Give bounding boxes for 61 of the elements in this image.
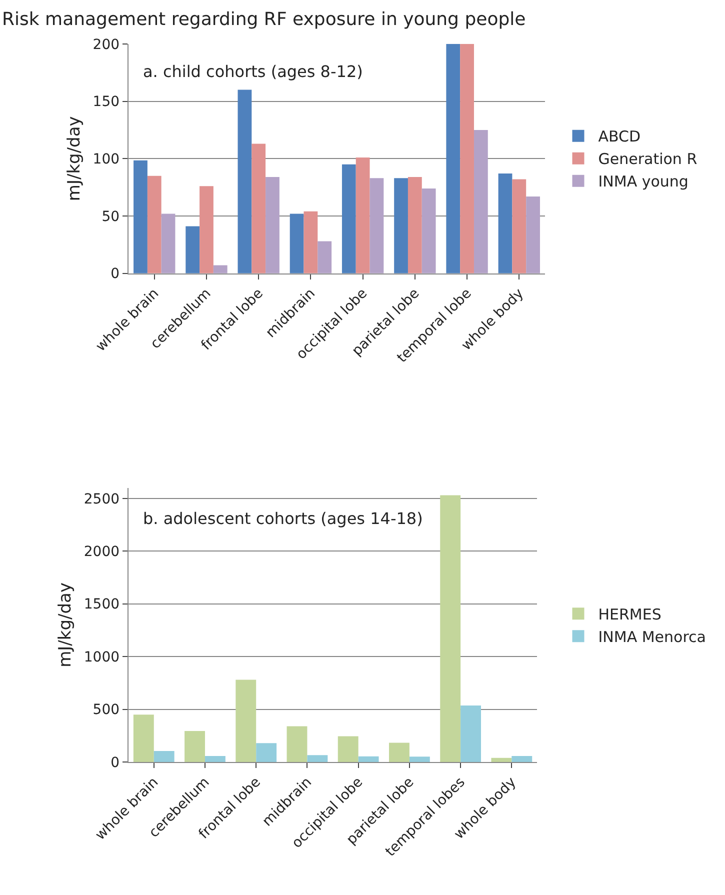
bar <box>460 44 474 274</box>
text: a. child cohorts (ages 8-12) <box>143 62 363 81</box>
bar <box>200 186 214 274</box>
bar <box>236 680 256 762</box>
bar <box>356 157 370 274</box>
bar <box>204 756 226 762</box>
bar <box>440 495 461 762</box>
bar <box>147 176 162 274</box>
text: b. adolescent cohorts (ages 14-18) <box>143 509 423 528</box>
legend-label: HERMES <box>598 606 662 624</box>
bar <box>304 211 318 274</box>
bar <box>318 241 332 274</box>
bar <box>446 44 460 274</box>
y-tick-label: 1000 <box>84 649 120 666</box>
y-tick-label: 50 <box>102 208 120 225</box>
bar <box>408 176 422 274</box>
bar <box>252 144 266 274</box>
legend-label: Generation R <box>598 150 698 168</box>
bar <box>394 178 408 274</box>
bar <box>491 758 512 762</box>
bar <box>358 756 379 762</box>
y-tick-label: 500 <box>92 702 120 718</box>
y-axis-title: mJ/kg/day <box>64 116 84 202</box>
bar <box>307 755 328 762</box>
y-tick-label: 100 <box>92 152 120 168</box>
y-tick-label: 0 <box>110 266 120 282</box>
bar <box>238 90 252 274</box>
bar <box>342 164 356 274</box>
y-tick-label: 1500 <box>84 596 120 613</box>
bar <box>512 179 526 274</box>
y-tick-label: 2500 <box>84 491 120 508</box>
bar <box>370 178 384 274</box>
bar <box>256 743 277 762</box>
legend-label: INMA young <box>598 172 688 191</box>
y-tick-label: 0 <box>110 754 120 771</box>
bar <box>474 130 488 274</box>
bar <box>286 726 308 762</box>
bar <box>266 176 280 274</box>
bar <box>498 174 512 274</box>
text: Risk management regarding RF exposure in young people <box>2 9 526 30</box>
y-axis-title: mJ/kg/day <box>55 582 76 668</box>
bar <box>133 714 154 762</box>
bar <box>409 756 430 762</box>
bar <box>512 756 532 762</box>
bar <box>184 730 205 762</box>
legend-label: INMA Menorca <box>598 628 706 646</box>
bar <box>388 742 410 762</box>
bar <box>161 214 176 274</box>
bar <box>213 265 228 274</box>
bar <box>422 188 436 274</box>
bar <box>338 736 358 762</box>
bar <box>134 160 148 274</box>
bar <box>290 214 304 274</box>
bar <box>154 750 174 762</box>
bar <box>186 226 200 274</box>
y-tick-label: 2000 <box>84 544 120 560</box>
bar <box>460 706 482 762</box>
y-tick-label: 150 <box>92 94 120 110</box>
y-tick-label: 200 <box>92 36 120 53</box>
bar <box>526 196 540 274</box>
legend-label: ABCD <box>598 128 641 146</box>
